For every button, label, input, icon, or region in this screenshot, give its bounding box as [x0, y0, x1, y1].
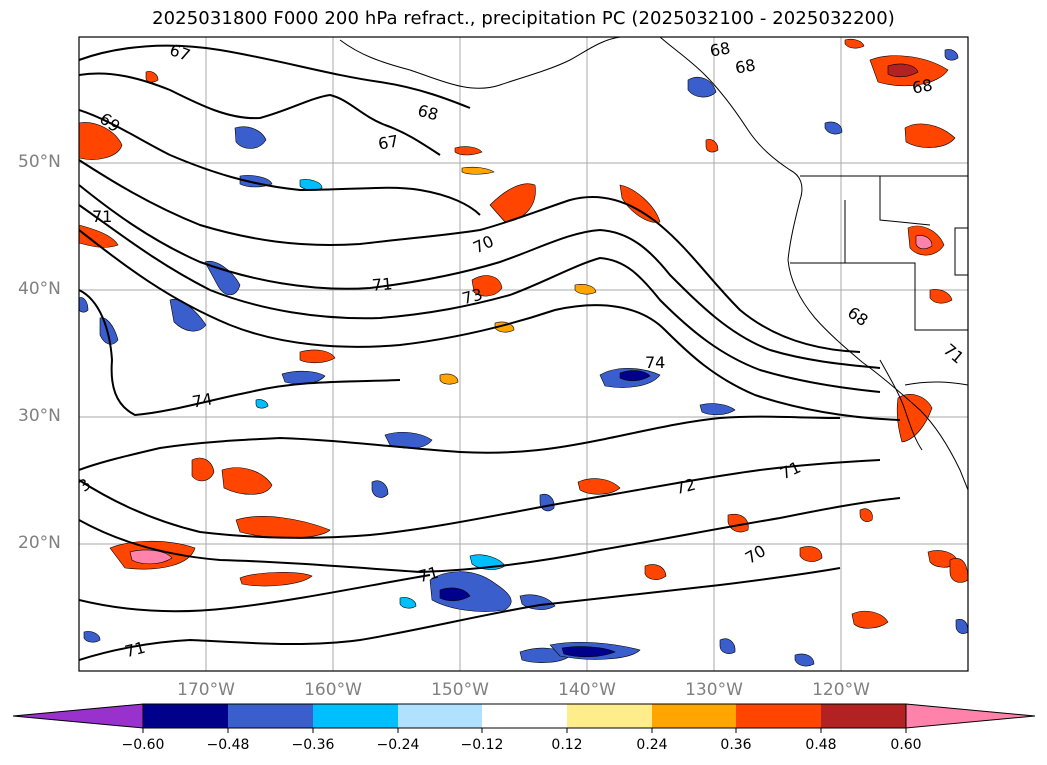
contour-label: 71: [371, 274, 393, 295]
contour-label: 68: [416, 101, 441, 125]
colorbar-segment: [398, 704, 482, 728]
colorbar-segment: [821, 704, 906, 728]
lon-tick-label: 150°W: [431, 680, 489, 700]
contour-label: 72: [673, 475, 698, 499]
colorbar-tick-label: −0.24: [376, 737, 420, 753]
map-title: 2025031800 F000 200 hPa refract., precip…: [152, 8, 895, 29]
precipitation-shading: [79, 38, 968, 667]
coastlines: [339, 37, 968, 491]
colorbar-segment: [736, 704, 821, 728]
contour-label: 74: [645, 353, 665, 372]
contour-label: 68: [734, 55, 757, 77]
lon-tick-label: 130°W: [685, 680, 743, 700]
colorbar-extend-low: [12, 703, 144, 729]
contour-label: 67: [377, 131, 400, 153]
lon-tick-label: 170°W: [177, 680, 235, 700]
contour-label: 68: [708, 38, 731, 60]
colorbar-segment: [482, 704, 567, 728]
colorbar-tick-label: −0.12: [460, 737, 504, 753]
lat-tick-label: 30°N: [18, 406, 61, 426]
colorbar-segment: [567, 704, 652, 728]
colorbar-tick-label: −0.48: [206, 737, 250, 753]
colorbar-tick-label: −0.60: [121, 737, 165, 753]
colorbar-segment: [313, 704, 398, 728]
lat-tick-label: 40°N: [18, 279, 61, 299]
colorbar-tick-label: 0.24: [636, 737, 668, 753]
colorbar-tick-label: 0.12: [551, 737, 583, 753]
refractivity-contours: [79, 44, 901, 661]
contour-label: 71: [416, 563, 441, 587]
contour-label: 71: [92, 207, 112, 226]
colorbar-segment: [143, 704, 228, 728]
lat-tick-label: 50°N: [18, 152, 61, 172]
map-frame: [78, 36, 969, 672]
colorbar: [12, 703, 1036, 733]
colorbar-segment: [652, 704, 736, 728]
lon-tick-label: 160°W: [304, 680, 362, 700]
contour-label: 74: [191, 389, 214, 411]
lat-tick-label: 20°N: [18, 533, 61, 553]
colorbar-tick-label: −0.36: [291, 737, 335, 753]
colorbar-tick-label: 0.48: [805, 737, 837, 753]
colorbar-tick-label: 0.36: [720, 737, 752, 753]
colorbar-tick-label: 0.60: [890, 737, 922, 753]
colorbar-segment: [228, 704, 313, 728]
colorbar-extend-high: [905, 703, 1036, 729]
contour-label: 71: [123, 638, 148, 662]
lon-tick-label: 140°W: [558, 680, 616, 700]
contour-label: 73: [460, 285, 485, 309]
lon-tick-label: 120°W: [812, 680, 870, 700]
contour-label: 68: [911, 75, 934, 97]
